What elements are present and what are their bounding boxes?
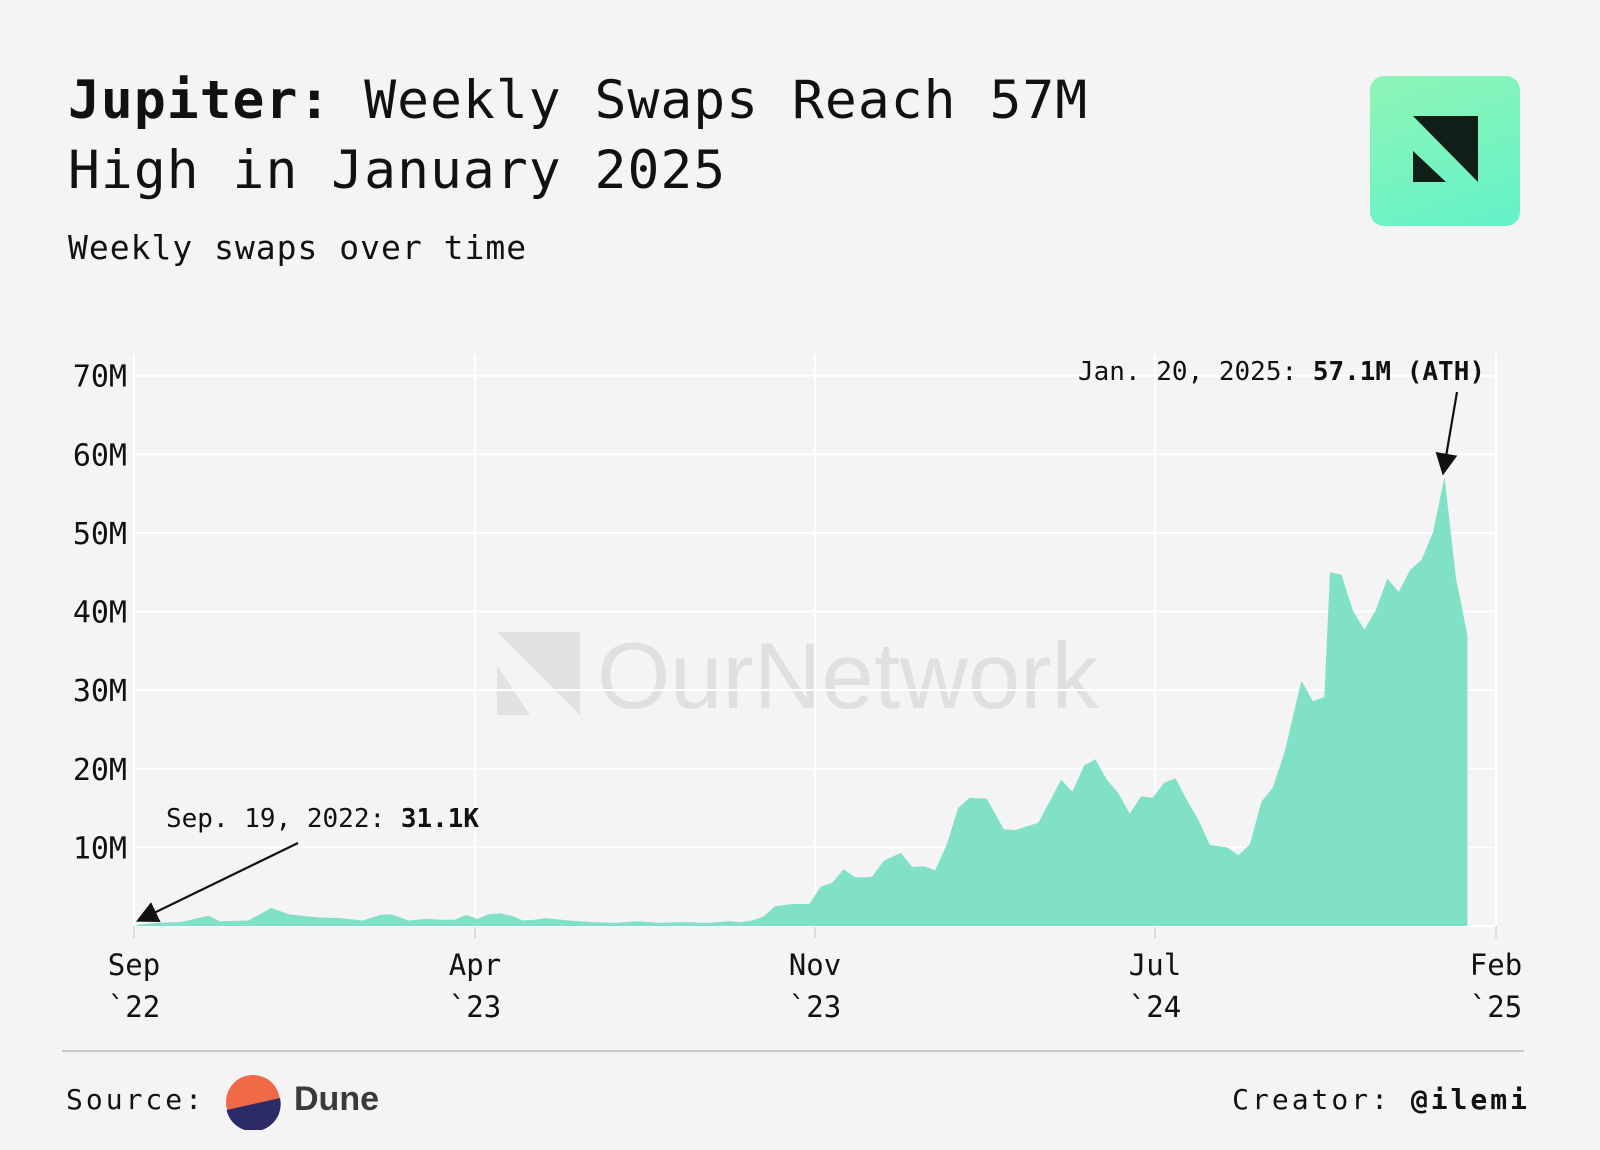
- page-title: Jupiter: Weekly Swaps Reach 57M High in …: [68, 66, 1248, 206]
- x-tick-label-year: `23: [789, 990, 841, 1024]
- creator-handle: @ilemi: [1410, 1083, 1530, 1116]
- page-subtitle: Weekly swaps over time: [68, 228, 528, 267]
- annotation-peak-arrow: [1435, 391, 1459, 476]
- y-tick-label: 30M: [73, 674, 127, 709]
- annotation-start-arrow: [136, 842, 299, 922]
- annotation-start: Sep. 19, 2022: 31.1K: [166, 804, 479, 834]
- y-tick-label: 40M: [73, 596, 127, 631]
- x-tick-label-month: Feb: [1470, 948, 1522, 982]
- x-tick-label-year: `22: [108, 990, 160, 1024]
- annotation-peak: Jan. 20, 2025: 57.1M (ATH): [1078, 357, 1485, 387]
- y-tick-label: 60M: [73, 438, 127, 473]
- x-tick-label-month: Apr: [449, 948, 501, 982]
- y-tick-label: 10M: [73, 831, 127, 866]
- annotation-start-value: 31.1K: [401, 804, 480, 834]
- source-name: Dune: [294, 1080, 379, 1118]
- watermark-text: OurNetwork: [597, 623, 1099, 728]
- x-tick-label-year: `23: [449, 990, 501, 1024]
- weekly-swaps-chart: OurNetwork Sep `22 Apr `23 Nov `23 Jul `24 Feb `2…: [73, 354, 1522, 1024]
- swaps-area: [134, 477, 1468, 926]
- x-tick-label-year: `24: [1129, 990, 1181, 1024]
- x-tick-label-month: Sep: [108, 948, 160, 982]
- x-tick-label-month: Nov: [789, 948, 841, 982]
- title-project: Jupiter:: [68, 70, 332, 131]
- annotation-start-date: Sep. 19, 2022:: [166, 804, 401, 834]
- y-tick-label: 50M: [73, 517, 127, 552]
- annotation-peak-value: 57.1M (ATH): [1313, 357, 1485, 387]
- dune-logo-icon: [226, 1075, 281, 1130]
- title-headline: Weekly Swaps Reach 57M High in January 2…: [68, 70, 1089, 201]
- ournetwork-logo-icon: [1370, 76, 1520, 226]
- creator-credit: Creator: @ilemi: [1232, 1083, 1530, 1116]
- x-tick-label-year: `25: [1470, 990, 1522, 1024]
- x-tick-label-month: Jul: [1129, 948, 1181, 982]
- footer-divider: [62, 1050, 1524, 1052]
- y-tick-label: 20M: [73, 753, 127, 788]
- creator-label: Creator:: [1232, 1083, 1391, 1116]
- y-tick-label: 70M: [73, 360, 127, 395]
- annotation-peak-date: Jan. 20, 2025:: [1078, 357, 1313, 387]
- watermark: OurNetwork: [497, 623, 1099, 728]
- source-label: Source:: [66, 1083, 206, 1116]
